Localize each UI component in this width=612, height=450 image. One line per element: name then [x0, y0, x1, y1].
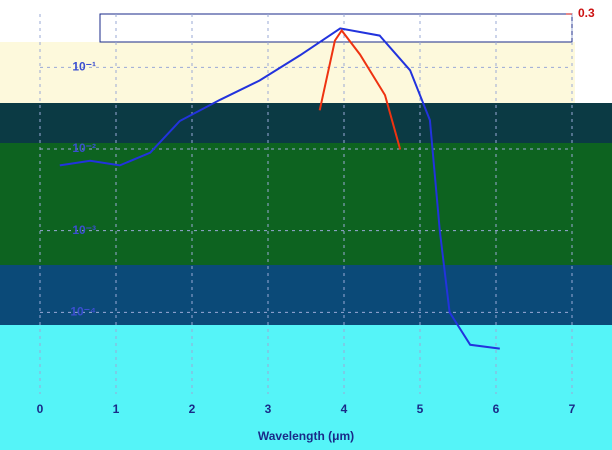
y2-tick-label: 0.3 — [578, 6, 595, 20]
band-cyan — [0, 325, 612, 450]
x-tick-label: 3 — [265, 402, 272, 416]
band-cream — [0, 42, 575, 103]
x-axis-label: Wavelength (μm) — [258, 429, 354, 443]
x-tick-label: 2 — [189, 402, 196, 416]
band-teal — [0, 103, 612, 143]
series-line — [318, 28, 402, 150]
x-tick-label: 7 — [569, 402, 576, 416]
x-tick-label: 4 — [341, 402, 348, 416]
x-tick-label: 5 — [417, 402, 424, 416]
y-tick-label: 10⁻² — [72, 141, 96, 155]
band-blue — [0, 265, 612, 325]
x-tick-label: 0 — [37, 402, 44, 416]
x-tick-label: 6 — [493, 402, 500, 416]
x-tick-label: 1 — [113, 402, 120, 416]
series-line — [59, 27, 500, 350]
y-tick-label: 10⁻⁴ — [70, 305, 96, 319]
y-tick-label: 10⁻¹ — [72, 60, 96, 74]
y-tick-label: 10⁻³ — [72, 223, 96, 237]
